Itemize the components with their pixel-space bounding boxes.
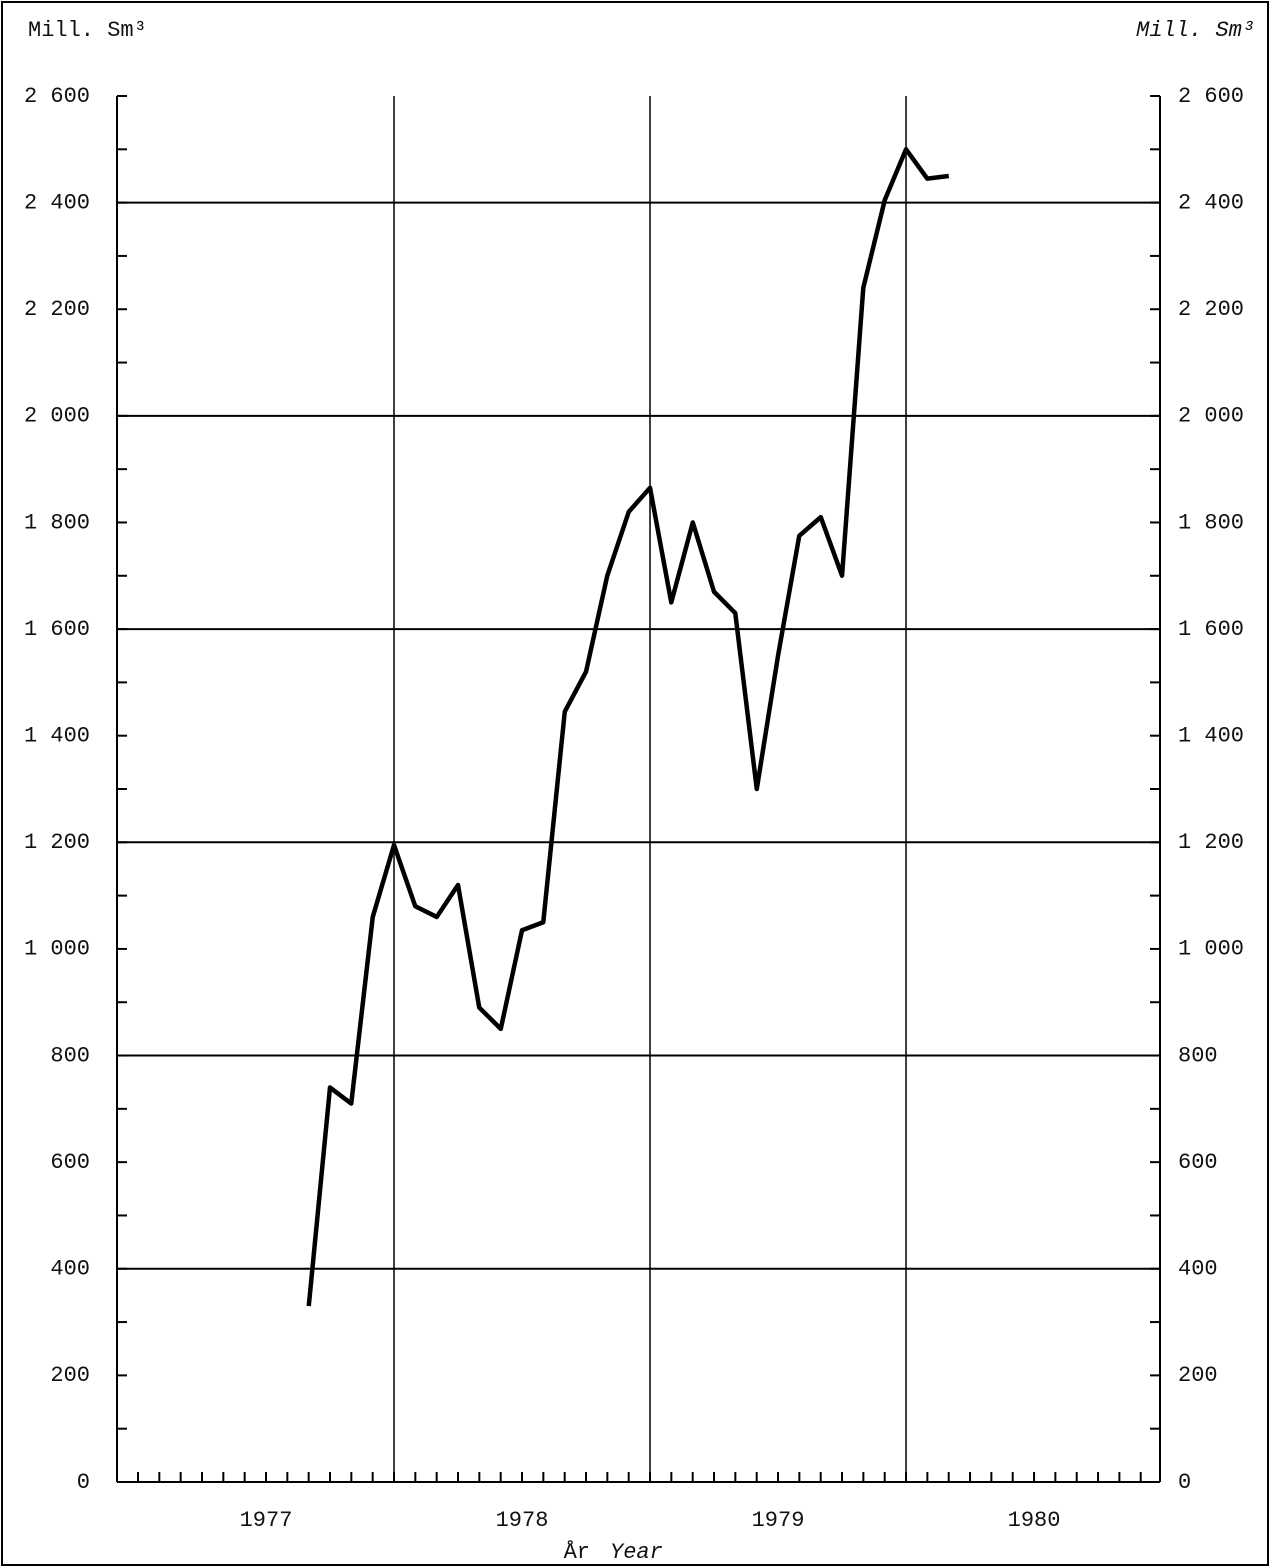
y-tick-label: 2 000 <box>24 404 90 429</box>
y2-tick-label: 600 <box>1178 1150 1218 1175</box>
y-tick-label: 1 600 <box>24 617 90 642</box>
y2-tick-label: 2 000 <box>1178 404 1244 429</box>
y-tick-label: 0 <box>77 1470 90 1495</box>
data-line <box>306 147 950 1307</box>
y2-axis-label: Mill. Sm³ <box>1136 18 1255 43</box>
y2-tick-label: 2 400 <box>1178 190 1244 215</box>
y-tick-label: 600 <box>50 1150 90 1175</box>
y-tick-label: 1 200 <box>24 830 90 855</box>
y-tick-label: 1 000 <box>24 937 90 962</box>
y2-tick-label: 200 <box>1178 1363 1218 1388</box>
y2-tick-label: 1 600 <box>1178 617 1244 642</box>
y2-tick-label: 2 200 <box>1178 297 1244 322</box>
y2-tick-label: 1 400 <box>1178 724 1244 749</box>
y-tick-label: 1 800 <box>24 510 90 535</box>
y2-tick-label: 1 000 <box>1178 937 1244 962</box>
x-tick-label: 1978 <box>496 1508 549 1533</box>
x-tick-label: 1980 <box>1008 1508 1061 1533</box>
y-tick-label: 800 <box>50 1043 90 1068</box>
y-tick-label: 400 <box>50 1257 90 1282</box>
x-axis-label-en: Year <box>610 1540 663 1565</box>
y-tick-label: 1 400 <box>24 724 90 749</box>
y2-tick-label: 400 <box>1178 1257 1218 1282</box>
y2-tick-label: 1 800 <box>1178 510 1244 535</box>
y-tick-label: 2 600 <box>24 84 90 109</box>
y2-tick-label: 1 200 <box>1178 830 1244 855</box>
y-tick-label: 2 400 <box>24 190 90 215</box>
y2-tick-label: 2 600 <box>1178 84 1244 109</box>
y2-tick-label: 800 <box>1178 1043 1218 1068</box>
y-axis-label: Mill. Sm³ <box>28 18 147 43</box>
x-axis-label: År <box>564 1539 590 1565</box>
y-tick-label: 2 200 <box>24 297 90 322</box>
y-tick-label: 200 <box>50 1363 90 1388</box>
x-tick-label: 1979 <box>752 1508 805 1533</box>
x-tick-label: 1977 <box>240 1508 293 1533</box>
y2-tick-label: 0 <box>1178 1470 1191 1495</box>
